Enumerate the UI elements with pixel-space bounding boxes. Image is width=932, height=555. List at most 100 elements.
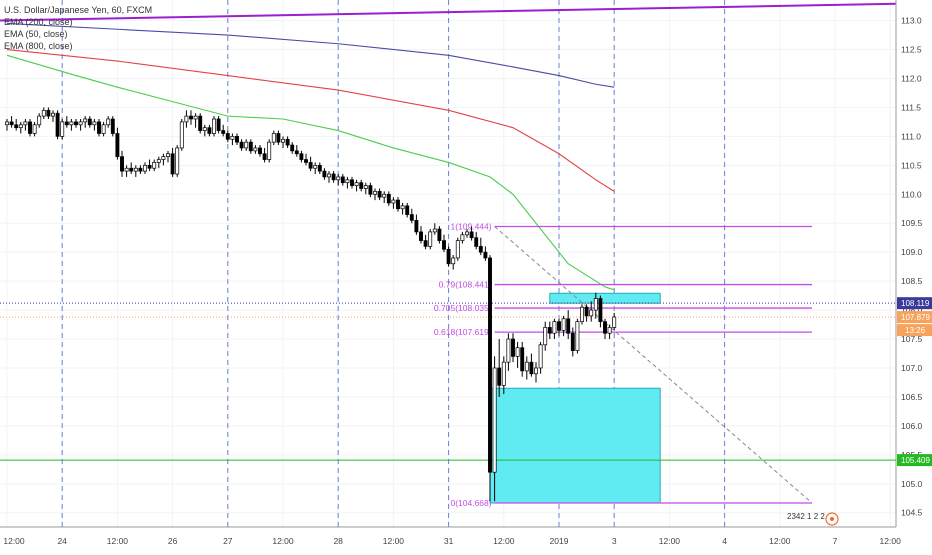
candle: [524, 361, 529, 372]
fib-retracement[interactable]: 1(109.444) 0.79(108.441) 0.705(108.035) 0.6…: [434, 221, 813, 508]
legend-ema50[interactable]: EMA (50, close): [4, 29, 68, 39]
candle: [106, 118, 111, 126]
candle: [244, 141, 249, 149]
legend-ema800[interactable]: EMA (800, close): [4, 41, 73, 51]
candle: [350, 179, 354, 186]
candle: [488, 257, 492, 473]
legend-ema200[interactable]: EMA (200, close): [4, 17, 73, 27]
y-tick-label: 113.0: [901, 16, 922, 26]
legend: U.S. Dollar/Japanese Yen, 60, FXCM EMA (…: [4, 4, 152, 52]
candle: [373, 191, 377, 195]
fib-level-label: 0.705(108.035): [434, 303, 492, 313]
candle: [497, 367, 502, 386]
candle: [511, 338, 515, 357]
candle: [239, 141, 244, 149]
candle: [584, 306, 589, 317]
x-tick-label: 12:00: [383, 536, 405, 546]
candle: [419, 231, 423, 241]
candle: [23, 121, 28, 126]
x-tick-label: 2019: [550, 536, 569, 546]
price-axis[interactable]: 104.5105.0105.5106.0106.5107.0107.5108.0…: [895, 0, 932, 550]
candle: [432, 228, 437, 233]
candle: [566, 318, 571, 334]
candle: [465, 231, 469, 236]
y-tick-label: 108.5: [901, 276, 923, 286]
candle: [129, 167, 134, 172]
candle: [474, 237, 479, 247]
countdown-bg: [897, 324, 932, 337]
horizontal-lines[interactable]: [0, 302, 896, 461]
x-tick-label: 4: [722, 536, 727, 546]
fib-trend-diagonal: [494, 226, 813, 504]
candle: [267, 141, 272, 160]
candle: [299, 153, 304, 160]
y-tick-label: 110.5: [901, 160, 922, 170]
candle: [455, 240, 460, 259]
candle: [543, 327, 548, 346]
candle: [575, 321, 580, 351]
x-tick-label: 12:00: [880, 536, 902, 546]
x-tick-label: 12:00: [659, 536, 681, 546]
rect-drawings[interactable]: [489, 292, 661, 504]
candle: [317, 164, 322, 172]
y-tick-label: 109.0: [901, 247, 923, 257]
candle: [161, 156, 166, 160]
x-tick-label: 31: [444, 536, 454, 546]
candle: [92, 121, 97, 126]
y-tick-label: 109.5: [901, 218, 923, 228]
candle: [501, 361, 506, 386]
candle: [382, 193, 387, 198]
candle: [143, 164, 147, 172]
candle: [281, 138, 285, 143]
y-tick-label: 111.5: [901, 102, 921, 112]
candle: [212, 118, 216, 134]
x-tick-label: 12:00: [272, 536, 294, 546]
candle: [184, 115, 189, 123]
candle: [561, 318, 566, 331]
support-price-label: 105.409: [901, 456, 930, 465]
trendline: [0, 2, 928, 22]
candle: [308, 162, 313, 169]
candle: [446, 248, 451, 265]
overlay-icons[interactable]: 2342 1 2 2: [787, 512, 839, 526]
y-tick-label: 110.0: [901, 189, 922, 199]
candle: [189, 115, 193, 120]
candle: [97, 121, 101, 134]
fib-level-label: 1(109.444): [450, 221, 491, 231]
candle: [304, 159, 308, 163]
candle: [534, 367, 538, 375]
candle: [363, 185, 368, 189]
time-axis[interactable]: 12:00 24 12:00 26 27 12:00 28 12:00 31 12:00 2019 3…: [0, 526, 932, 550]
last-price-label-bg: [897, 311, 932, 324]
candle: [258, 147, 262, 155]
y-tick-label: 112.5: [901, 45, 922, 55]
candle: [405, 205, 410, 215]
candle: [248, 141, 253, 152]
level-price-label: 108.119: [901, 299, 930, 308]
candle: [262, 153, 267, 160]
candle: [469, 231, 474, 239]
candle: [607, 327, 612, 334]
candle: [133, 167, 138, 172]
candle: [478, 246, 483, 253]
candle: [276, 133, 281, 143]
candle: [285, 138, 290, 146]
trendline-group[interactable]: [0, 2, 928, 22]
fib-level-label: 0.618(107.619): [434, 327, 492, 337]
candle: [483, 251, 488, 259]
candle: [198, 115, 203, 131]
candle: [9, 121, 14, 126]
ema50-line: [6, 54, 615, 291]
candle: [331, 173, 336, 181]
candle: [547, 327, 552, 334]
candle: [520, 347, 525, 372]
candle: [589, 309, 594, 317]
candle: [428, 231, 433, 247]
y-tick-label: 107.0: [901, 363, 923, 373]
x-tick-label: 24: [57, 536, 67, 546]
candle: [120, 156, 124, 172]
symbol-title: U.S. Dollar/Japanese Yen, 60, FXCM: [4, 5, 153, 15]
events-watermark: 2342 1 2 2: [787, 512, 825, 521]
